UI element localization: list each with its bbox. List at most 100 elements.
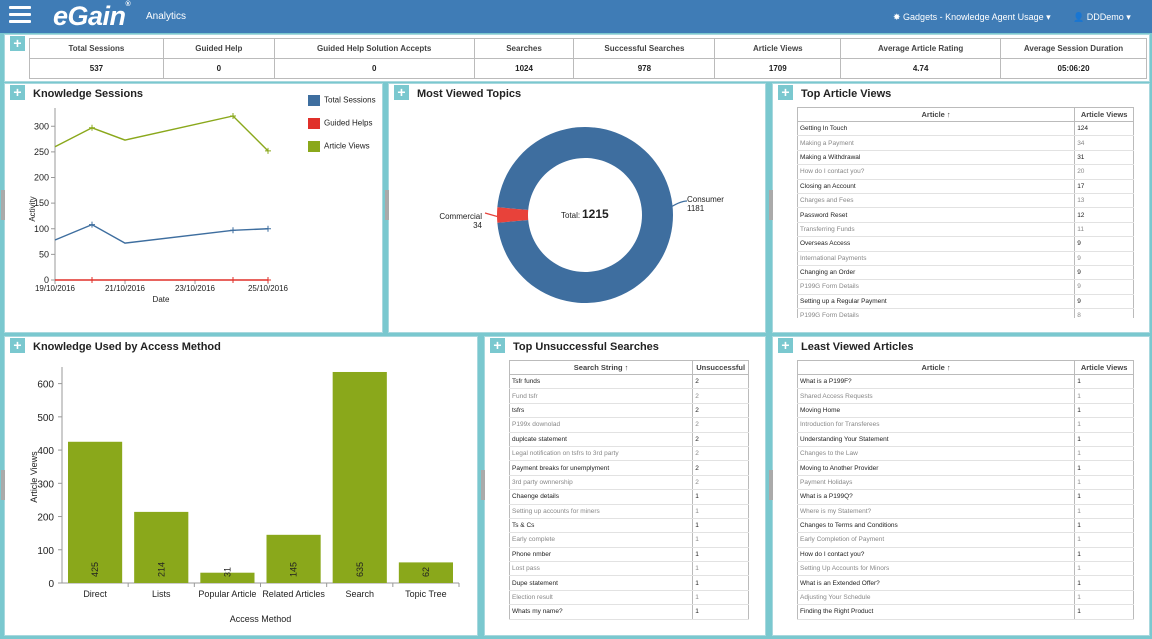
table-row[interactable]: Closing an Account 17 (797, 179, 1148, 194)
table-row[interactable]: Overseas Access 9 (797, 236, 1148, 252)
table-row[interactable]: What is a P199F? 1 (797, 374, 1148, 390)
table-row[interactable]: Introduction for Transferees 1 (797, 417, 1148, 433)
table-row[interactable]: How do I contact you? 20 (797, 164, 1148, 180)
table-row[interactable]: Election result 1 (509, 590, 765, 606)
table-row[interactable]: Changing an Order 9 (797, 265, 1148, 281)
resize-grip[interactable] (481, 470, 485, 500)
table-row[interactable]: Whats my name? 1 (509, 604, 765, 620)
cell-value: 1 (692, 575, 750, 591)
table-row[interactable]: International Payments 9 (797, 251, 1148, 266)
bar-value-label: 425 (90, 562, 100, 577)
resize-grip[interactable] (769, 470, 773, 500)
hamburger-menu-icon[interactable] (9, 6, 31, 24)
resize-grip[interactable] (1, 470, 5, 500)
cell-value: 1 (1074, 374, 1135, 390)
scrollbar-gutter (1134, 403, 1148, 417)
add-icon[interactable]: + (394, 85, 409, 100)
table-row[interactable]: duplcate statement 2 (509, 432, 765, 447)
add-icon[interactable]: + (10, 36, 25, 51)
table-row[interactable]: P199G Form Details 9 (797, 279, 1148, 295)
scrollbar-gutter (749, 403, 765, 417)
add-icon[interactable]: + (490, 338, 505, 353)
scrollbar-gutter (1134, 280, 1148, 294)
table-row[interactable]: Payment Holidays 1 (797, 475, 1148, 491)
resize-grip[interactable] (769, 190, 773, 220)
column-header-unsuccessful[interactable]: Unsuccessful (692, 360, 750, 375)
cell-value: 1 (692, 604, 750, 620)
table-row[interactable]: Finding the Right Product 1 (797, 604, 1148, 620)
table-row[interactable]: P199x downolad 2 (509, 417, 765, 433)
table-row[interactable]: Phone nmber 1 (509, 547, 765, 563)
data-point (230, 227, 236, 234)
cell-value: 1 (1074, 403, 1135, 419)
legend-article-views[interactable]: Article Views (308, 141, 370, 152)
resize-grip[interactable] (385, 190, 389, 220)
table-row[interactable]: Setting up a Regular Payment 9 (797, 294, 1148, 310)
table-row[interactable]: Legal notification on tsfrs to 3rd party… (509, 446, 765, 462)
table-row[interactable]: Setting up accounts for miners 1 (509, 504, 765, 519)
add-icon[interactable]: + (778, 338, 793, 353)
table-row[interactable]: Fund tsfr 2 (509, 388, 765, 404)
add-icon[interactable]: + (10, 85, 25, 100)
scrollbar-gutter (1134, 251, 1148, 265)
table-row[interactable]: Dupe statement 1 (509, 575, 765, 591)
table-row[interactable]: Charges and Fees 13 (797, 193, 1148, 209)
table-row[interactable]: Lost pass 1 (509, 561, 765, 577)
scrollbar-gutter (1134, 432, 1148, 446)
legend-total-sessions[interactable]: Total Sessions (308, 95, 376, 106)
cell-value: 1 (692, 561, 750, 577)
table-row[interactable]: Early complete 1 (509, 532, 765, 548)
scrollbar-gutter (1134, 165, 1148, 179)
table-row[interactable]: Getting In Touch 124 (797, 121, 1148, 137)
cell-label: Payment Holidays (797, 475, 1076, 491)
table-row[interactable]: Changes to Terms and Conditions 1 (797, 518, 1148, 534)
table-row[interactable]: Where is my Statement? 1 (797, 504, 1148, 519)
table-row[interactable]: Early Completion of Payment 1 (797, 532, 1148, 548)
table-row[interactable]: Moving Home 1 (797, 403, 1148, 419)
resize-grip[interactable] (1, 190, 5, 220)
table-row[interactable]: What is an Extended Offer? 1 (797, 575, 1148, 591)
scrollbar-gutter (749, 418, 765, 432)
cell-label: Charges and Fees (797, 193, 1076, 209)
least-viewed-table: Article ↑ Article Views What is a P199F?… (797, 360, 1148, 620)
column-header-article[interactable]: Article ↑ (797, 107, 1076, 122)
table-row[interactable]: Setting Up Accounts for Minors 1 (797, 561, 1148, 577)
table-row[interactable]: Password Reset 12 (797, 207, 1148, 223)
table-row[interactable]: How do I contact you? 1 (797, 547, 1148, 563)
cell-label: Closing an Account (797, 179, 1076, 194)
gadgets-menu[interactable]: ✸ Gadgets - Knowledge Agent Usage ▾ (893, 12, 1051, 22)
table-row[interactable]: Making a Payment 34 (797, 135, 1148, 151)
table-row[interactable]: Moving to Another Provider 1 (797, 460, 1148, 476)
column-header-article[interactable]: Article ↑ (797, 360, 1076, 375)
data-point (89, 124, 95, 131)
scrollbar-gutter (749, 547, 765, 561)
user-menu[interactable]: 👤 DDDemo ▾ (1073, 12, 1131, 22)
column-header-search-string[interactable]: Search String ↑ (509, 360, 694, 375)
table-row[interactable]: P199G Form Details 8 (797, 308, 1148, 318)
summary-header: Average Article Rating (840, 38, 1002, 59)
top-articles-scroll[interactable]: Article ↑ Article Views Getting In Touch… (797, 107, 1148, 318)
table-row[interactable]: Adjusting Your Schedule 1 (797, 590, 1148, 606)
table-row[interactable]: What is a P199Q? 1 (797, 489, 1148, 505)
column-header-views[interactable]: Article Views (1074, 360, 1135, 375)
table-row[interactable]: Shared Access Requests 1 (797, 388, 1148, 404)
column-header-views[interactable]: Article Views (1074, 107, 1135, 122)
table-row[interactable]: Changes to the Law 1 (797, 446, 1148, 462)
table-row[interactable]: Transferring Funds 11 (797, 222, 1148, 238)
cell-value: 11 (1074, 222, 1135, 238)
table-row[interactable]: Understanding Your Statement 1 (797, 432, 1148, 447)
legend-guided-helps[interactable]: Guided Helps (308, 118, 372, 129)
table-row[interactable]: 3rd party ownnership 2 (509, 475, 765, 491)
table-row[interactable]: Payment breaks for unemplyment 2 (509, 460, 765, 476)
add-icon[interactable]: + (10, 338, 25, 353)
table-row[interactable]: Chaenge details 1 (509, 489, 765, 505)
table-row[interactable]: Making a Withdrawal 31 (797, 150, 1148, 166)
add-icon[interactable]: + (778, 85, 793, 100)
least-viewed-scroll[interactable]: Article ↑ Article Views What is a P199F?… (797, 360, 1148, 622)
data-point (89, 221, 95, 228)
unsuccessful-scroll[interactable]: Search String ↑ Unsuccessful Tsfr funds 2… (509, 360, 765, 622)
table-row[interactable]: tsfrs 2 (509, 403, 765, 419)
table-row[interactable]: Tsfr funds 2 (509, 374, 765, 390)
table-row[interactable]: Ts & Cs 1 (509, 518, 765, 534)
